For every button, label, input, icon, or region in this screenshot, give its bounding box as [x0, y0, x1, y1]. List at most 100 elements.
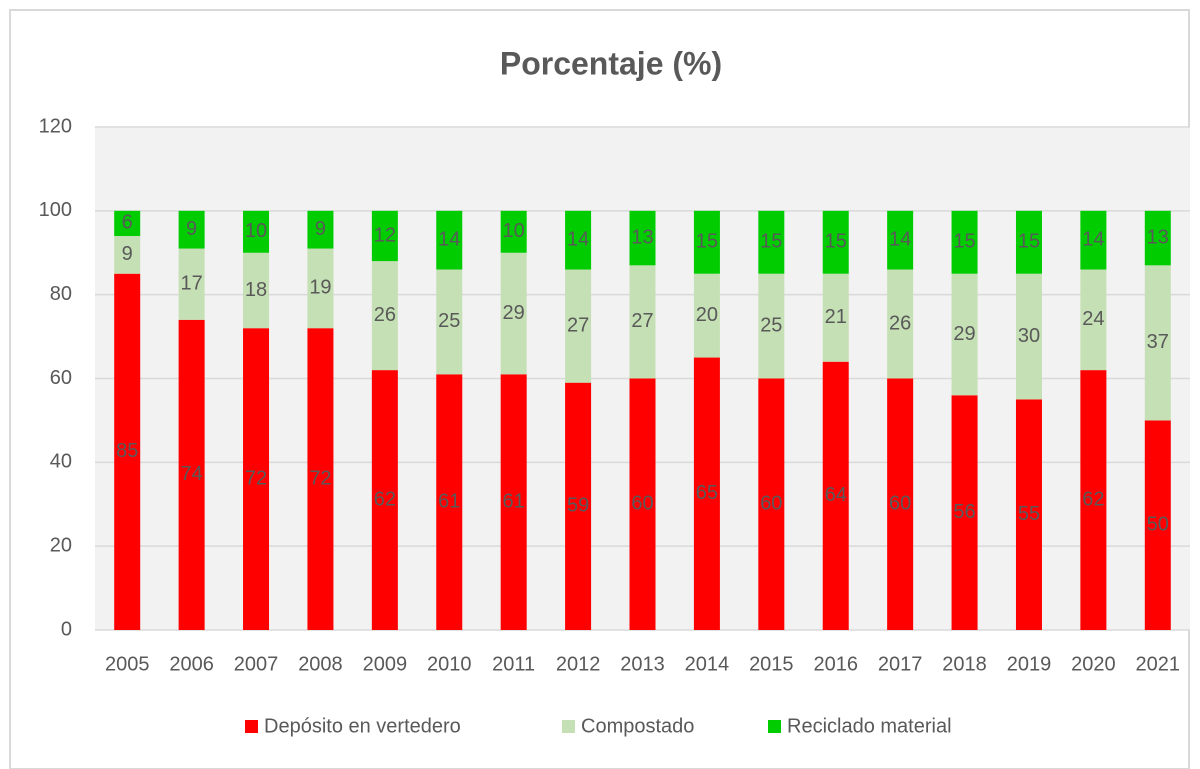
data-label: 12 [374, 224, 396, 246]
bar-segment [1144, 265, 1171, 421]
y-tick-label: 80 [50, 283, 72, 305]
bar-segment [1080, 370, 1107, 630]
x-tick-label: 2018 [942, 653, 987, 675]
data-label: 20 [696, 304, 718, 326]
bar-segment [371, 210, 398, 262]
data-label: 61 [503, 490, 525, 512]
bar-segment [436, 374, 463, 630]
data-label: 61 [438, 490, 460, 512]
y-tick-label: 60 [50, 367, 72, 389]
bar-segment [1144, 420, 1171, 630]
legend-swatch [562, 720, 575, 733]
data-label: 9 [122, 243, 133, 265]
bar-segment [371, 370, 398, 630]
data-label: 17 [180, 272, 202, 294]
bar-segment [565, 382, 592, 630]
data-label: 14 [567, 228, 589, 250]
data-label: 62 [374, 488, 396, 510]
bar-segment [500, 210, 527, 253]
bar-segment [1015, 399, 1042, 630]
data-label: 15 [953, 231, 975, 253]
data-label: 64 [825, 484, 847, 506]
data-label: 72 [245, 467, 267, 489]
bar-segment [436, 210, 463, 270]
data-label: 9 [186, 218, 197, 240]
bar-segment [1015, 210, 1042, 274]
x-tick-label: 2008 [298, 653, 343, 675]
data-label: 13 [1147, 226, 1169, 248]
y-tick-label: 100 [39, 199, 72, 221]
data-label: 18 [245, 279, 267, 301]
bar-segment [1144, 210, 1171, 266]
bar-segment [1080, 269, 1107, 371]
data-label: 59 [567, 495, 589, 517]
x-tick-label: 2009 [363, 653, 408, 675]
bar-segment [436, 269, 463, 375]
bar-segment [565, 269, 592, 383]
bar-segment [1015, 273, 1042, 400]
data-label: 74 [180, 463, 202, 485]
data-label: 60 [760, 493, 782, 515]
bar-segment [629, 378, 656, 630]
bar-segment [693, 357, 720, 630]
bar-segment [243, 328, 270, 630]
bar-segment [307, 210, 334, 249]
data-label: 37 [1147, 331, 1169, 353]
bar-segment [822, 273, 849, 362]
data-label: 72 [309, 467, 331, 489]
bar-segment [500, 252, 527, 375]
data-label: 55 [1018, 503, 1040, 525]
data-label: 26 [889, 312, 911, 334]
x-tick-label: 2015 [749, 653, 794, 675]
data-label: 26 [374, 304, 396, 326]
data-label: 65 [696, 482, 718, 504]
data-label: 14 [1082, 228, 1104, 250]
bar-segment [887, 210, 914, 270]
data-label: 15 [696, 231, 718, 253]
data-label: 9 [315, 218, 326, 240]
data-label: 27 [567, 314, 589, 336]
bar-segment [629, 210, 656, 266]
data-label: 13 [631, 226, 653, 248]
bar-segment [178, 319, 205, 630]
y-tick-label: 120 [39, 115, 72, 137]
bar-segment [371, 261, 398, 371]
legend-swatch [245, 720, 258, 733]
data-label: 85 [116, 440, 138, 462]
data-label: 15 [760, 231, 782, 253]
x-tick-label: 2020 [1071, 653, 1116, 675]
x-tick-label: 2019 [1007, 653, 1052, 675]
bar-segment [243, 210, 270, 253]
data-label: 29 [953, 323, 975, 345]
data-label: 62 [1082, 488, 1104, 510]
data-label: 50 [1147, 513, 1169, 535]
data-label: 30 [1018, 325, 1040, 347]
chart-title: Porcentaje (%) [500, 45, 722, 81]
data-label: 27 [631, 310, 653, 332]
bar-segment [565, 210, 592, 270]
data-label: 19 [309, 277, 331, 299]
bar-segment [951, 273, 978, 396]
x-tick-label: 2007 [234, 653, 279, 675]
data-label: 25 [760, 314, 782, 336]
y-tick-label: 20 [50, 534, 72, 556]
data-label: 15 [1018, 231, 1040, 253]
bar-segment [758, 210, 785, 274]
data-label: 15 [825, 231, 847, 253]
bar-segment [887, 269, 914, 379]
bar-segment [1080, 210, 1107, 270]
bar-segment [114, 273, 141, 630]
bar-segment [822, 361, 849, 630]
bar-segment [822, 210, 849, 274]
bar-segment [307, 328, 334, 630]
bar-segment [114, 235, 141, 274]
bar-segment [114, 210, 141, 236]
bar-segment [307, 248, 334, 329]
bar-segment [693, 210, 720, 274]
bar-segment [500, 374, 527, 630]
data-label: 21 [825, 306, 847, 328]
data-label: 60 [631, 493, 653, 515]
data-label: 14 [889, 228, 911, 250]
data-label: 29 [503, 302, 525, 324]
